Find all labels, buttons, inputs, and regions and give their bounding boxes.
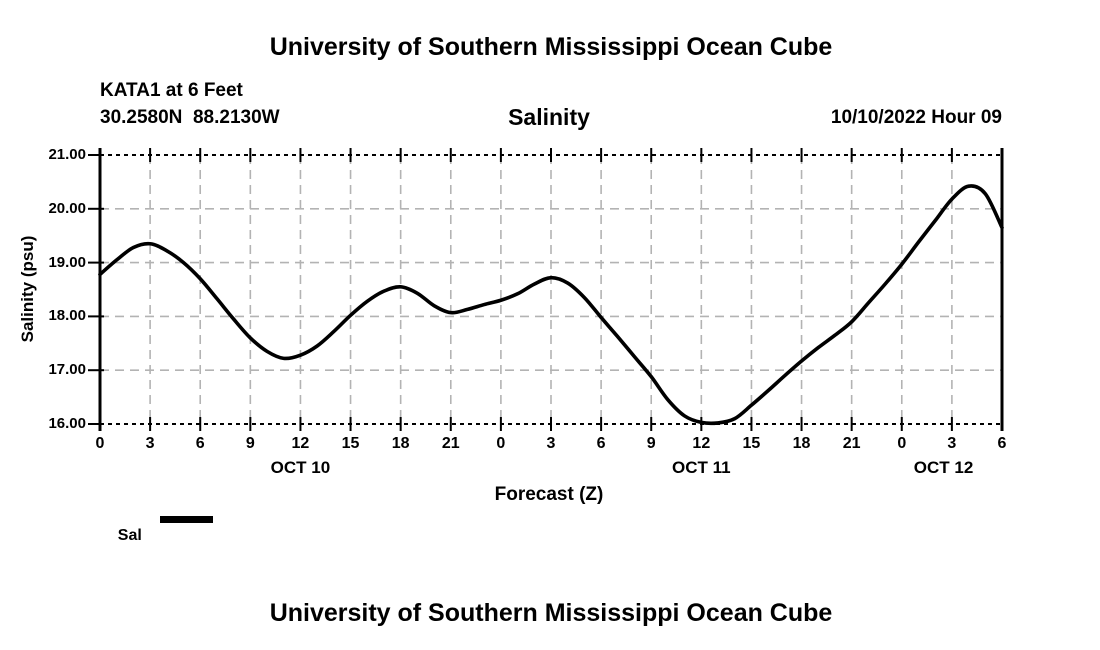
y-tick-label: 18.00 — [48, 307, 86, 325]
x-tick-label: 0 — [95, 435, 105, 452]
x-tick-label: 0 — [897, 435, 907, 452]
x-tick-label: 15 — [341, 435, 360, 452]
station-coordinates: 30.2580N 88.2130W — [100, 107, 280, 128]
y-tick-label: 16.00 — [48, 415, 86, 432]
legend-line-swatch — [160, 516, 213, 523]
y-tick-label: 17.00 — [48, 361, 86, 379]
x-axis-day-label: OCT 12 — [913, 458, 974, 477]
y-tick-label: 19.00 — [48, 253, 86, 271]
x-tick-label: 21 — [441, 435, 460, 452]
x-tick-label: 3 — [145, 435, 155, 452]
x-axis-day-label: OCT 11 — [672, 458, 731, 477]
station-label: KATA1 at 6 Feet — [100, 80, 243, 101]
x-axis-day-label: OCT 10 — [270, 458, 331, 477]
x-tick-label: 21 — [842, 435, 861, 452]
x-tick-label: 9 — [646, 435, 656, 452]
footer-title: University of Southern Mississippi Ocean… — [269, 599, 833, 627]
legend: Sal — [100, 509, 213, 581]
x-tick-label: 18 — [391, 435, 410, 452]
x-tick-label: 12 — [692, 435, 711, 452]
legend-series-label: Sal — [117, 527, 142, 544]
forecast-datetime: 10/10/2022 Hour 09 — [830, 107, 1002, 128]
x-axis-title: Forecast (Z) — [494, 484, 604, 505]
x-tick-label: 3 — [546, 435, 556, 452]
x-tick-label: 0 — [496, 435, 506, 452]
y-tick-label: 20.00 — [48, 199, 86, 217]
x-tick-label: 15 — [742, 435, 761, 452]
x-tick-label: 6 — [596, 435, 606, 452]
chart-title: Salinity — [508, 104, 590, 130]
x-tick-label: 9 — [245, 435, 255, 452]
y-tick-label: 21.00 — [48, 146, 86, 163]
x-tick-label: 18 — [792, 435, 811, 452]
page-title: University of Southern Mississippi Ocean… — [269, 33, 833, 61]
x-tick-label: 12 — [291, 435, 310, 452]
x-tick-label: 6 — [997, 435, 1007, 452]
x-tick-label: 6 — [195, 435, 205, 452]
x-tick-label: 3 — [947, 435, 957, 452]
